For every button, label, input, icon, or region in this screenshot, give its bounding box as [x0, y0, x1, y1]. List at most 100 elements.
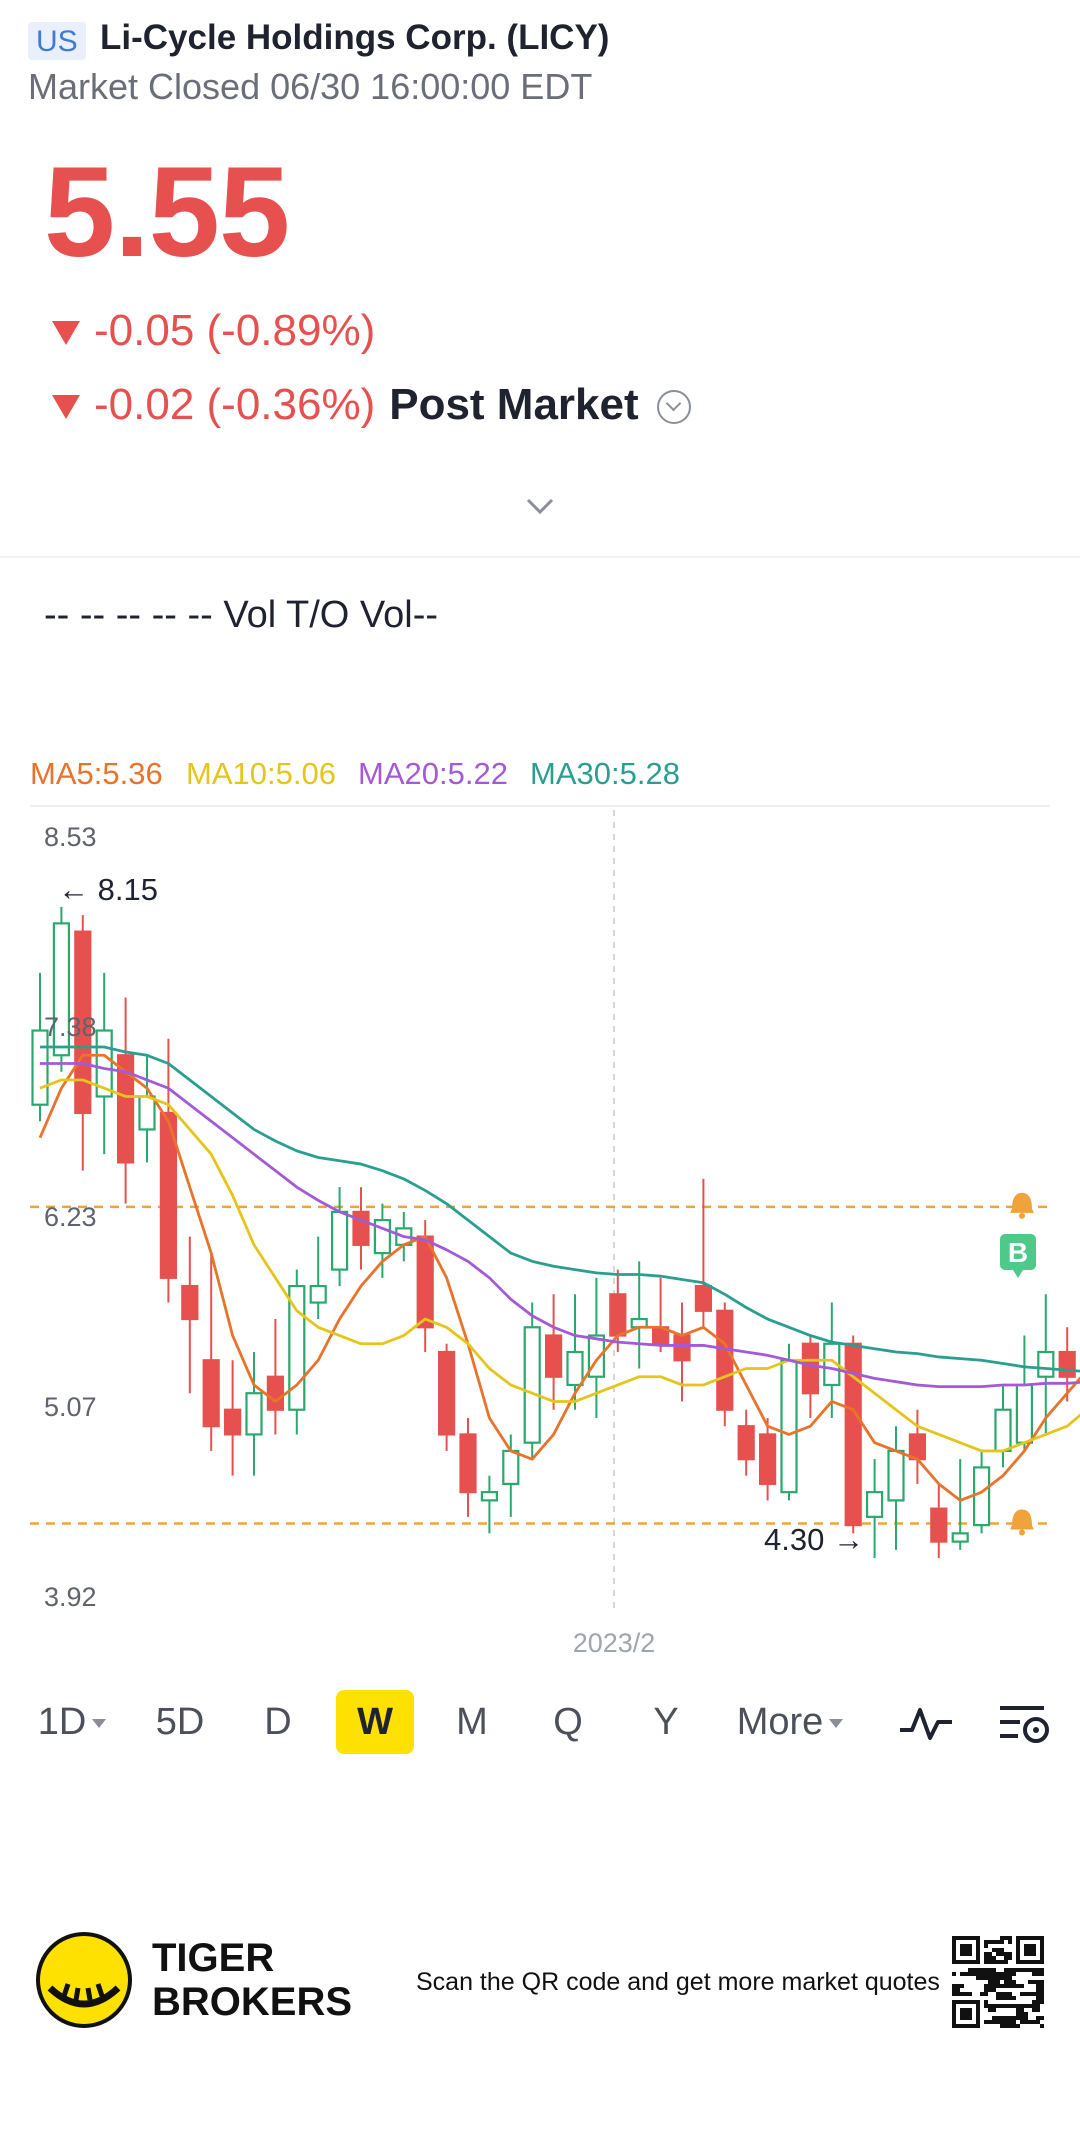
- qr-module: [968, 1992, 972, 1996]
- candle-body: [1015, 1383, 1034, 1444]
- qr-module: [1036, 2020, 1040, 2024]
- qr-module: [1028, 1980, 1032, 1984]
- qr-module: [1000, 2020, 1004, 2024]
- bell-clapper: [1019, 1529, 1025, 1536]
- qr-module: [996, 2016, 1000, 2020]
- candle-up: [288, 1269, 306, 1435]
- qr-module: [984, 1968, 988, 1972]
- candle-up: [887, 1426, 905, 1550]
- qr-module: [992, 2016, 996, 2020]
- tf-w-button[interactable]: W: [336, 1690, 414, 1754]
- qr-module: [976, 2000, 980, 2028]
- candle-body: [1058, 1350, 1076, 1378]
- qr-module: [996, 1992, 1000, 1996]
- ma30-label: MA30:5.28: [530, 756, 680, 791]
- tf-5d-button[interactable]: 5D: [155, 1701, 205, 1743]
- qr-module: [1016, 1968, 1020, 1972]
- qr-module: [1024, 1992, 1028, 1996]
- qr-module: [960, 1984, 964, 1988]
- tf-q-button[interactable]: Q: [553, 1701, 583, 1743]
- scan-qr-text: Scan the QR code and get more market quo…: [416, 1968, 940, 1996]
- dropdown-circle-icon[interactable]: [656, 390, 691, 425]
- qr-module: [984, 2004, 988, 2008]
- qr-module: [1016, 2016, 1020, 2020]
- qr-module: [984, 2000, 988, 2004]
- qr-module: [992, 1968, 996, 1972]
- qr-module: [984, 1988, 988, 1992]
- candle-up: [865, 1459, 884, 1559]
- x-axis-label: 2023/2: [573, 1628, 656, 1658]
- candle-down: [651, 1277, 670, 1353]
- qr-module: [1004, 1996, 1008, 2000]
- qr-module: [992, 1976, 996, 1980]
- qr-module: [1020, 1968, 1024, 1972]
- qr-module: [1008, 2016, 1012, 2020]
- footer: [0, 1826, 1080, 2154]
- qr-module: [1040, 2000, 1044, 2004]
- qr-module: [1024, 2012, 1028, 2016]
- qr-module: [992, 1948, 996, 1952]
- qr-module: [1000, 1940, 1004, 1944]
- qr-module: [996, 2020, 1000, 2024]
- candle-up: [502, 1434, 520, 1517]
- candlestick-chart[interactable]: 8.53 7.38 6.23 5.07 3.92 2023/2 ← 8.15 4.30 →…: [0, 800, 1080, 1660]
- candle-down: [716, 1302, 734, 1427]
- qr-module: [1032, 2008, 1036, 2012]
- qr-module: [1016, 2004, 1020, 2008]
- alert-bell-icon: [1010, 1192, 1034, 1219]
- caret-down-icon: [92, 1719, 107, 1729]
- bell-body: [1010, 1509, 1034, 1530]
- candle-body: [459, 1433, 477, 1494]
- candle-down: [758, 1417, 777, 1501]
- qr-module: [996, 1940, 1000, 1944]
- qr-module: [1036, 2016, 1040, 2020]
- tf-m-button[interactable]: M: [456, 1701, 488, 1743]
- qr-module: [1024, 2020, 1028, 2024]
- candle-body: [673, 1334, 691, 1362]
- market-status: Market Closed 06/30 16:00:00 EDT: [28, 66, 593, 107]
- qr-module: [988, 2008, 992, 2012]
- candle-down: [181, 1236, 199, 1394]
- qr-module: [1040, 2016, 1044, 2020]
- qr-module: [1000, 1952, 1004, 1956]
- candle-down: [737, 1409, 755, 1476]
- qr-module: [1012, 2016, 1016, 2020]
- tf-d-button[interactable]: D: [264, 1701, 292, 1743]
- qr-module: [1032, 2020, 1036, 2024]
- qr-module: [1004, 1960, 1008, 1964]
- tf-1d-button[interactable]: 1D: [30, 1690, 114, 1754]
- qr-module: [1020, 1984, 1024, 1988]
- qr-module: [1008, 1980, 1012, 1984]
- qr-module: [960, 2008, 972, 2020]
- candle-body: [972, 1466, 991, 1527]
- expand-chevron-icon[interactable]: [522, 494, 558, 518]
- qr-module: [988, 2004, 992, 2008]
- chart-settings-icon[interactable]: [996, 1700, 1052, 1746]
- candle-down: [801, 1335, 820, 1418]
- qr-module: [1000, 2016, 1004, 2020]
- tf-more-button[interactable]: More: [728, 1690, 852, 1754]
- qr-module: [1012, 1984, 1016, 1988]
- post-market-row[interactable]: -0.02 (-0.36%) Post Market: [52, 380, 691, 430]
- qr-module: [1024, 2004, 1028, 2008]
- candle-body: [438, 1350, 456, 1436]
- qr-module: [1012, 1968, 1016, 1972]
- price-change: -0.05 (-0.89%): [94, 306, 376, 355]
- post-market-label: Post Market: [389, 380, 639, 429]
- candle-up: [331, 1187, 349, 1287]
- qr-module: [972, 1972, 976, 1976]
- candle-down: [459, 1417, 477, 1517]
- candle-body: [480, 1491, 498, 1502]
- qr-module: [1040, 1992, 1044, 1996]
- qr-module: [984, 1976, 988, 1980]
- qr-module: [1040, 1972, 1044, 1976]
- qr-module: [952, 1936, 956, 1964]
- qr-module: [1004, 1952, 1008, 1956]
- tf-y-button[interactable]: Y: [653, 1701, 679, 1743]
- candle-up: [566, 1294, 584, 1410]
- indicator-wave-icon[interactable]: [898, 1700, 954, 1744]
- candle-body: [694, 1284, 713, 1312]
- candle-body: [138, 1095, 156, 1131]
- price-change-row: -0.05 (-0.89%): [52, 306, 375, 356]
- qr-module: [992, 1960, 996, 1964]
